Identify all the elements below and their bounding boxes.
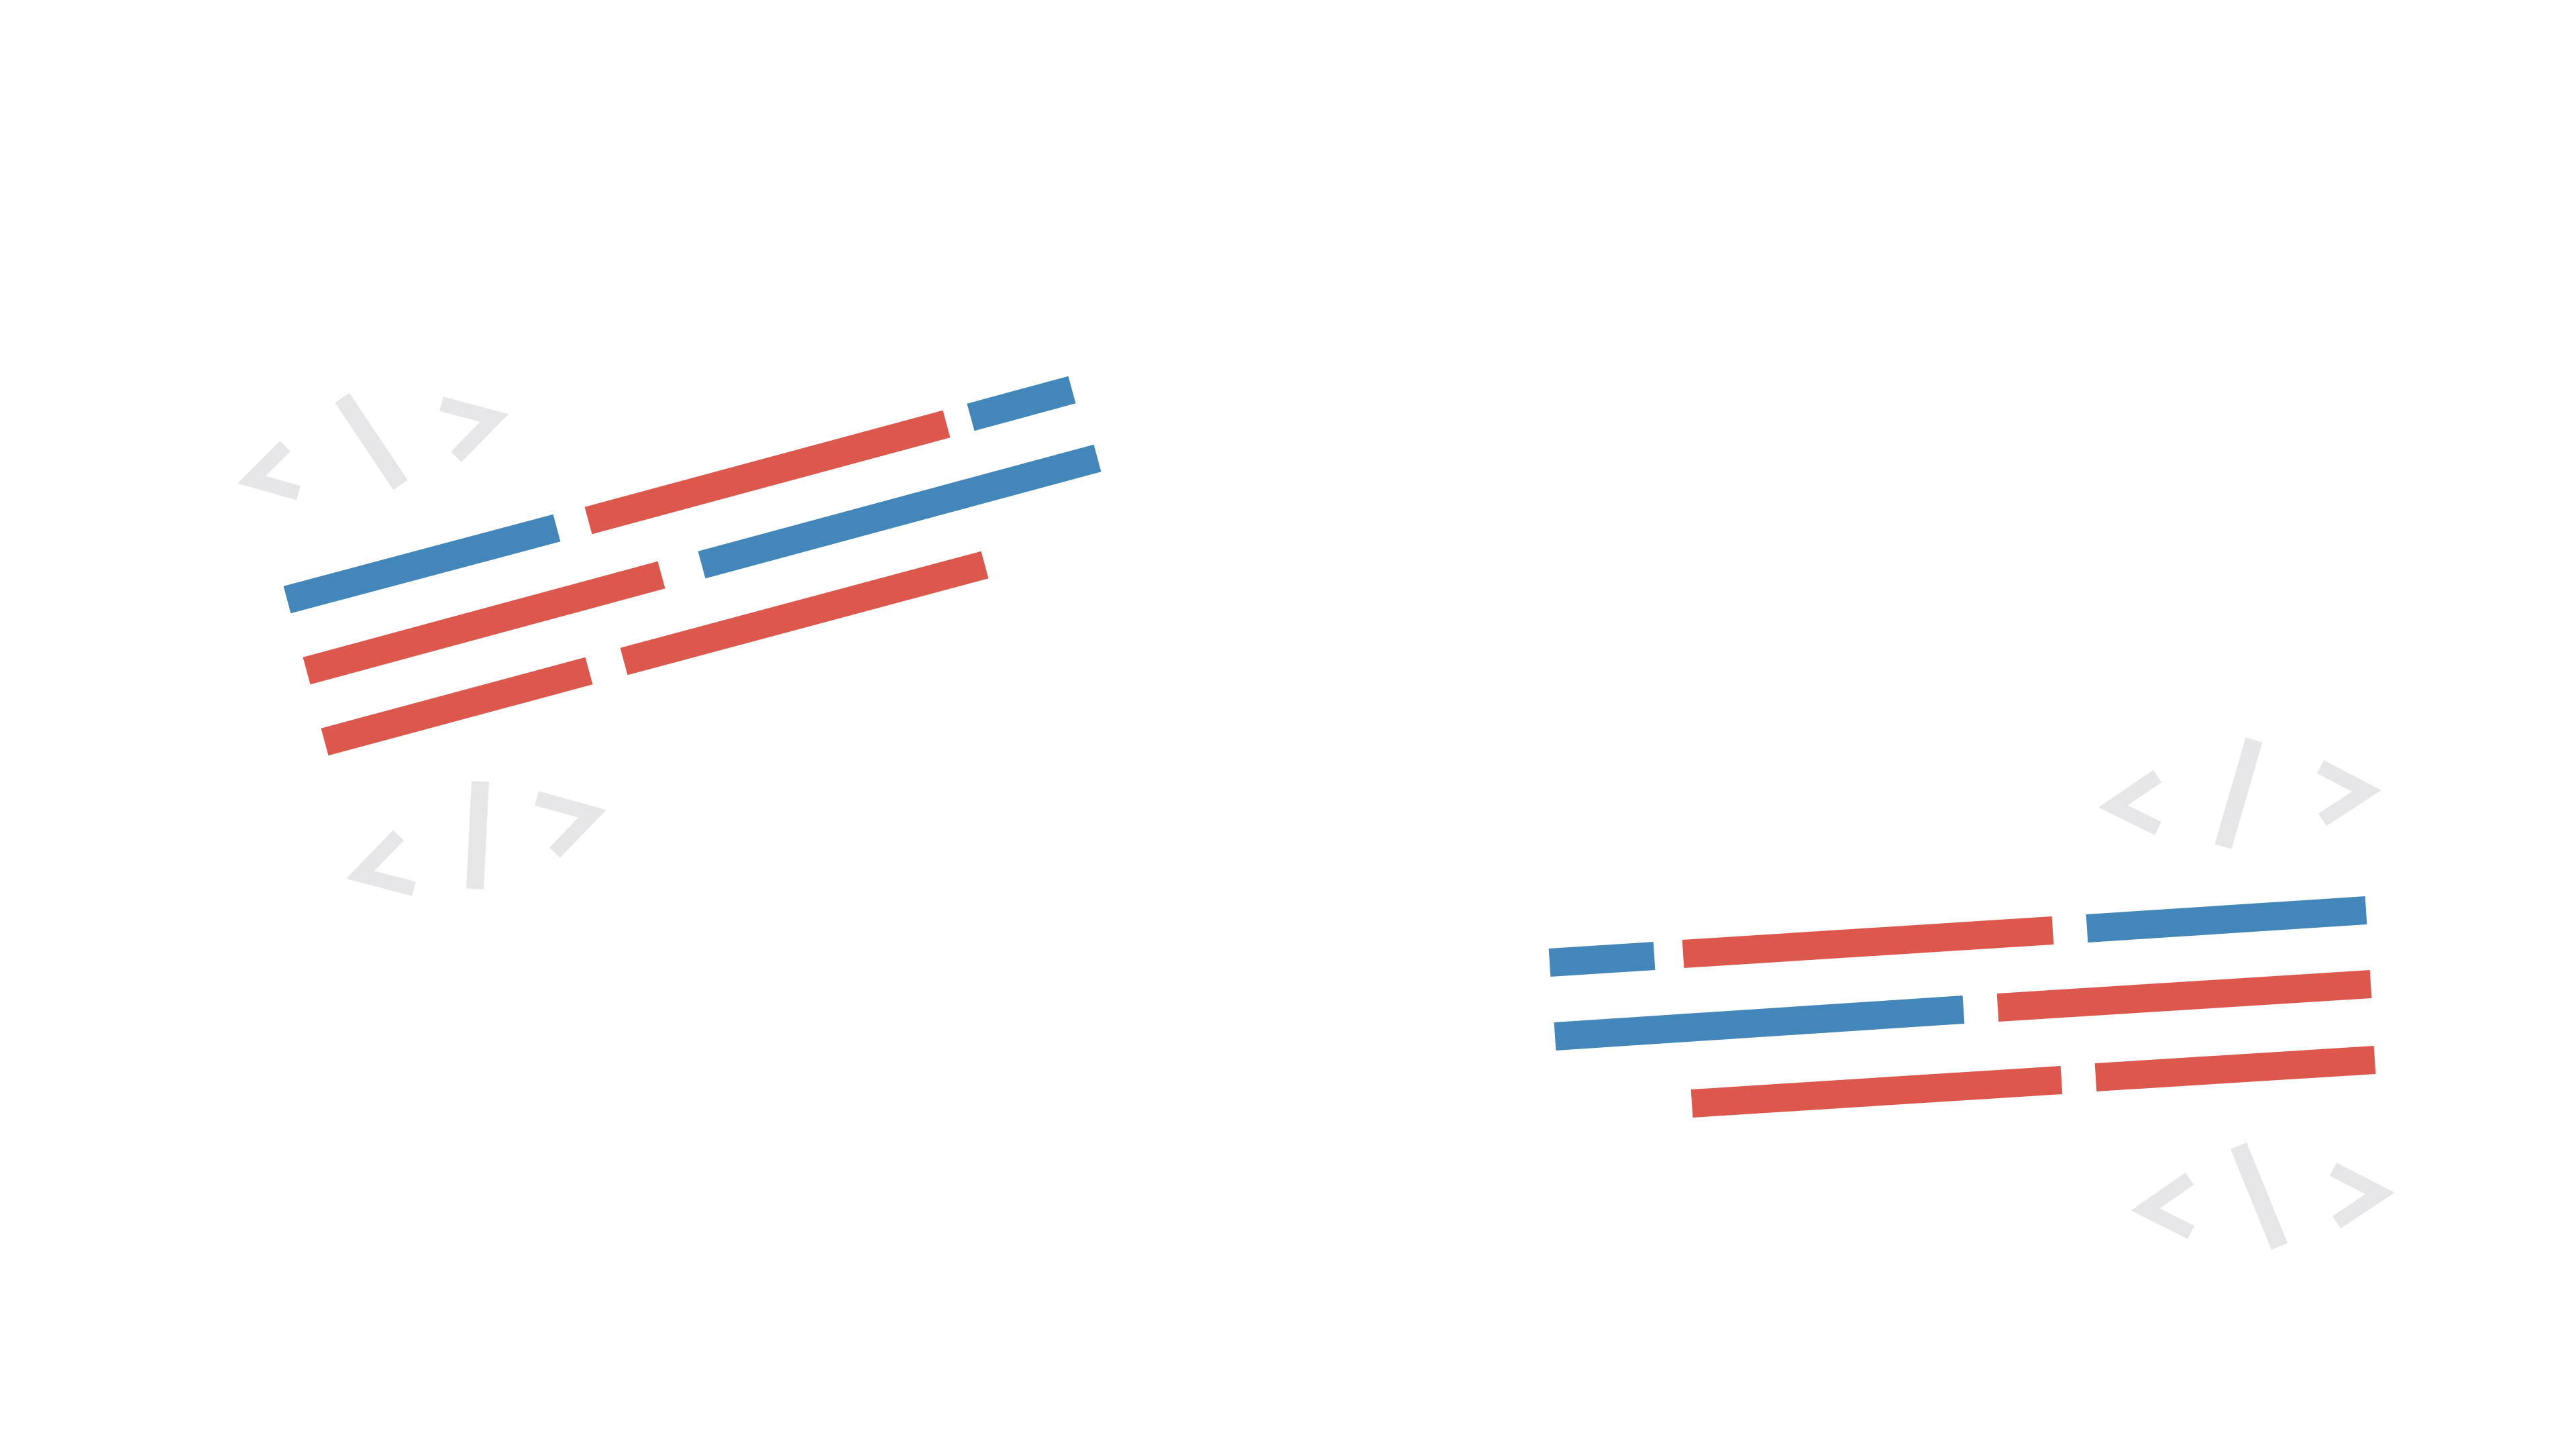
greater-than-glyph [2329, 1163, 2395, 1229]
greater-than-glyph [2316, 760, 2381, 826]
slash-glyph [2214, 737, 2263, 849]
less-than-glyph [2098, 769, 2162, 835]
code-line-red [584, 410, 951, 535]
code-tag-icon [2131, 1142, 2395, 1250]
less-than-glyph [237, 441, 301, 500]
code-line-red [1682, 916, 2054, 968]
greater-than-glyph [535, 791, 606, 858]
code-line-red [303, 561, 665, 685]
code-line-blue [283, 514, 561, 614]
code-line-red [1690, 1066, 2063, 1118]
code-line-blue [967, 376, 1076, 431]
slash-glyph [466, 781, 489, 890]
code-lines-right [1548, 737, 2395, 1250]
slash-glyph [2230, 1142, 2288, 1250]
less-than-glyph [2131, 1172, 2194, 1239]
slash-glyph [335, 392, 408, 490]
code-line-red [321, 657, 593, 756]
greater-than-glyph [439, 396, 509, 462]
code-lines-left [237, 376, 1102, 896]
code-line-red [2094, 1046, 2376, 1091]
less-than-glyph [346, 830, 416, 896]
code-line-blue [2086, 896, 2367, 943]
code-tag-icon [2098, 737, 2381, 849]
code-line-blue [1554, 996, 1965, 1051]
code-line-red [620, 551, 989, 676]
code-line-red [1996, 970, 2372, 1022]
code-line-blue [1548, 942, 1656, 977]
code-tag-icon [346, 781, 606, 896]
code-line-blue [698, 444, 1102, 579]
code-tag-icon [237, 392, 509, 500]
